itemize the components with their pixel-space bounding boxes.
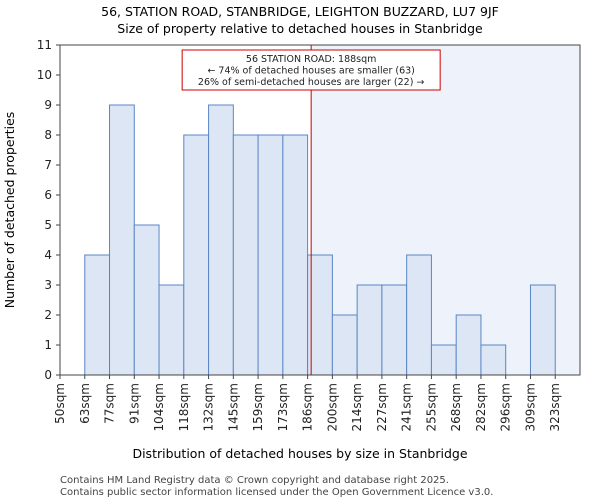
- x-tick-label: 63sqm: [78, 383, 92, 424]
- histogram-bar: [307, 254, 333, 376]
- plot-area: 0 1 2 3 4 5 6 7 8 9 10 11 50sqm 63sqm 77sqm 91sqm 104sqm…: [37, 38, 581, 431]
- histogram-bar: [158, 284, 185, 376]
- histogram-bar: [232, 134, 259, 376]
- histogram-bar: [529, 284, 556, 376]
- y-tick-label: 3: [44, 278, 52, 292]
- x-tick-label: 104sqm: [152, 383, 166, 431]
- footer-line-1: Contains HM Land Registry data © Crown c…: [60, 475, 449, 486]
- histogram-bar: [480, 344, 507, 376]
- chart-title: 56, STATION ROAD, STANBRIDGE, LEIGHTON B…: [101, 4, 499, 19]
- y-tick-label: 7: [44, 158, 52, 172]
- y-tick-label: 11: [37, 38, 52, 52]
- chart-subtitle: Size of property relative to detached ho…: [117, 21, 483, 36]
- histogram-bar: [257, 134, 284, 376]
- annotation-line: ← 74% of detached houses are smaller (63…: [207, 66, 414, 77]
- x-tick-label: 91sqm: [127, 383, 141, 424]
- histogram-bar: [183, 134, 210, 376]
- y-tick-label: 2: [44, 308, 52, 322]
- histogram-bar: [430, 344, 457, 376]
- y-tick-label: 8: [44, 128, 52, 142]
- x-tick-label: 200sqm: [325, 383, 339, 431]
- y-tick-label: 1: [44, 338, 52, 352]
- x-tick-label: 132sqm: [202, 383, 216, 431]
- histogram-bar: [133, 224, 160, 376]
- plot-frame: [59, 44, 581, 376]
- histogram-bar: [331, 314, 358, 376]
- footer-line-2: Contains public sector information licen…: [60, 487, 493, 498]
- y-tick-label: 10: [37, 68, 52, 82]
- x-tick-label: 214sqm: [350, 383, 364, 431]
- histogram-bar: [208, 104, 234, 376]
- histogram-bar: [109, 104, 135, 376]
- x-tick-label: 309sqm: [523, 383, 537, 431]
- x-axis-label: Distribution of detached houses by size …: [132, 446, 467, 461]
- y-tick-label: 5: [44, 218, 52, 232]
- x-tick-label: 145sqm: [226, 383, 240, 431]
- x-tick-label: 159sqm: [251, 383, 265, 431]
- x-tick-label: 50sqm: [53, 383, 67, 424]
- y-tick-label: 9: [44, 98, 52, 112]
- histogram-bar: [356, 284, 383, 376]
- x-tick-label: 268sqm: [449, 383, 463, 431]
- x-tick-label: 282sqm: [474, 383, 488, 431]
- y-tick-label: 6: [44, 188, 52, 202]
- x-tick-label: 255sqm: [424, 383, 438, 431]
- annotation-box: [181, 49, 441, 91]
- x-tick-label: 296sqm: [499, 383, 513, 431]
- annotation-line: 56 STATION ROAD: 188sqm: [246, 54, 377, 65]
- y-tick-label: 4: [44, 248, 52, 262]
- histogram-bar: [381, 284, 408, 376]
- annotation-line: 26% of semi-detached houses are larger (…: [198, 77, 425, 88]
- x-tick-label: 241sqm: [400, 383, 414, 431]
- x-tick-label: 323sqm: [548, 383, 562, 431]
- x-tick-label: 227sqm: [375, 383, 389, 431]
- y-tick-label: 0: [44, 368, 52, 382]
- histogram-bar: [455, 314, 482, 376]
- histogram-bar: [406, 254, 432, 376]
- y-axis-label: Number of detached properties: [2, 112, 17, 309]
- histogram-bar: [282, 134, 309, 376]
- x-tick-label: 118sqm: [177, 383, 191, 431]
- x-tick-label: 77sqm: [103, 383, 117, 424]
- histogram-bar: [84, 254, 111, 376]
- x-tick-label: 186sqm: [301, 383, 315, 431]
- x-tick-label: 173sqm: [276, 383, 290, 431]
